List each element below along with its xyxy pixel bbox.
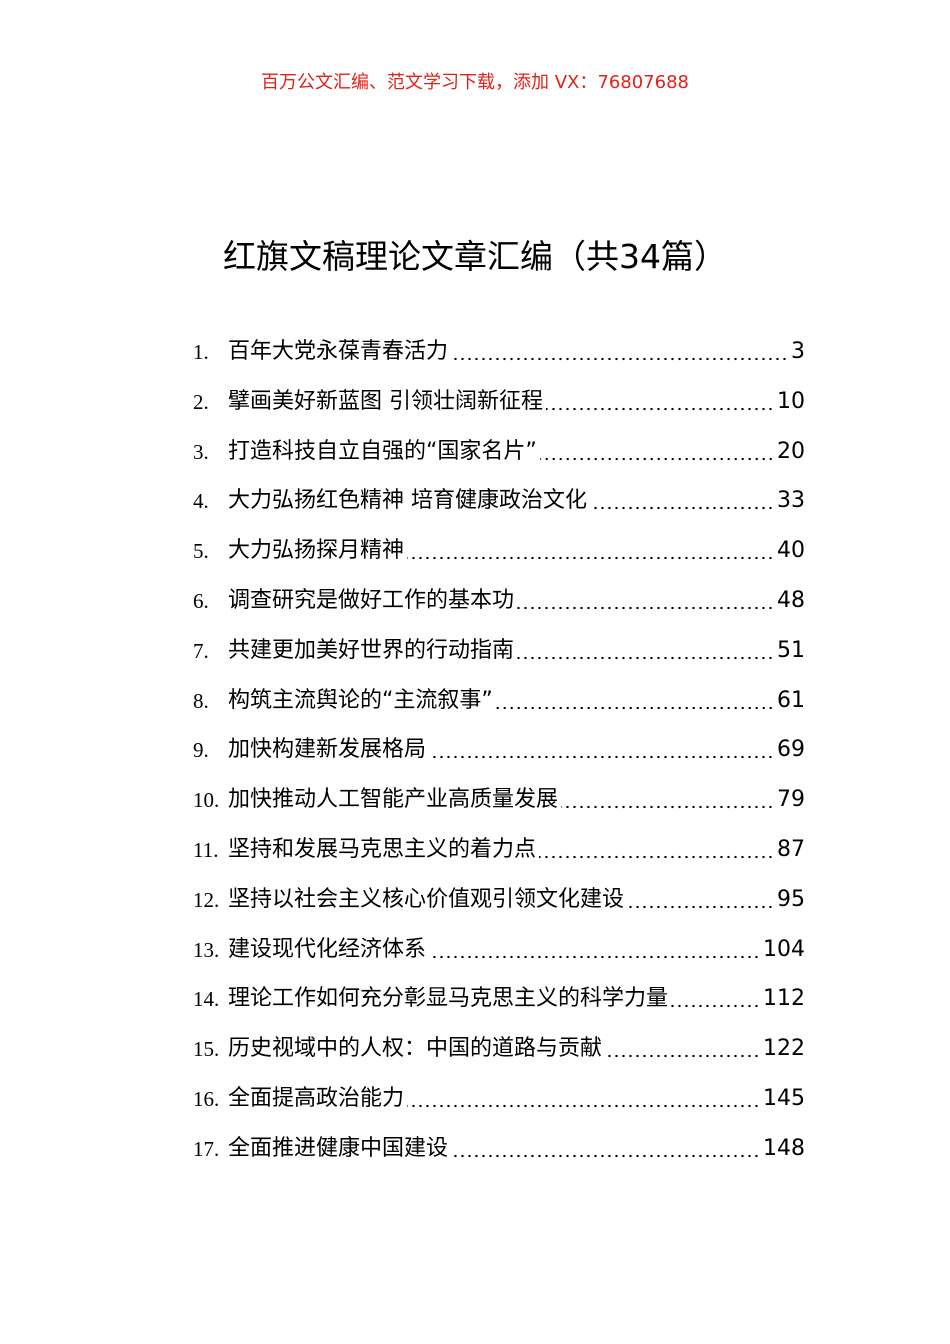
entry-number: 4. (193, 489, 209, 514)
entry-title: 百年大党永葆青春活力 (228, 339, 449, 364)
entry-number: 15. (193, 1037, 220, 1062)
entry-number: 14. (193, 987, 220, 1012)
entry-page: 104 (763, 936, 805, 962)
entry-page: 48 (777, 588, 805, 613)
dot-leader (539, 456, 774, 461)
entry-page: 40 (777, 538, 805, 564)
entry-page: 122 (763, 1036, 805, 1062)
entry-page: 148 (763, 1135, 805, 1161)
dot-leader (590, 506, 774, 511)
entry-page: 79 (777, 787, 805, 813)
dot-leader (561, 805, 774, 810)
toc-entry: 9. 加快构建新发展格局 69 (193, 735, 805, 765)
entry-number: 10. (193, 788, 220, 813)
entry-page: 20 (777, 438, 805, 464)
dot-leader (605, 1054, 760, 1059)
document-title: 红旗文稿理论文章汇编（共34篇） (223, 237, 727, 276)
entry-page: 95 (777, 886, 805, 912)
entry-page: 51 (777, 637, 805, 663)
dot-leader (495, 705, 774, 710)
entry-page: 33 (777, 488, 805, 514)
dot-leader (546, 406, 774, 411)
toc-entry: 10. 加快推动人工智能产业高质量发展 79 (193, 785, 805, 815)
entry-title: 坚持以社会主义核心价值观引领文化建设 (228, 886, 625, 912)
entry-title: 坚持和发展马克思主义的着力点 (228, 837, 537, 862)
entry-page: 87 (777, 837, 805, 862)
toc-entry: 1. 百年大党永葆青春活力 3 (193, 337, 805, 367)
entry-page: 10 (777, 388, 805, 414)
entry-title: 加快构建新发展格局 (228, 737, 427, 763)
entry-page: 145 (763, 1086, 805, 1111)
entry-number: 16. (193, 1087, 220, 1111)
entry-number: 3. (193, 439, 209, 464)
entry-title: 大力弘扬红色精神 培育健康政治文化 (228, 488, 587, 514)
entry-title: 大力弘扬探月精神 (228, 538, 405, 564)
entry-title: 加快推动人工智能产业高质量发展 (228, 787, 559, 813)
toc-entry: 8. 构筑主流舆论的“主流叙事” 61 (193, 686, 805, 716)
toc-entry: 5. 大力弘扬探月精神 40 (193, 536, 805, 566)
dot-leader (407, 556, 774, 561)
toc-entry: 16. 全面提高政治能力 145 (193, 1084, 805, 1114)
dot-leader (407, 1104, 760, 1108)
toc-entry: 3. 打造科技自立自强的“国家名片” 20 (193, 437, 805, 467)
entry-number: 2. (193, 389, 209, 414)
toc-entry: 13. 建设现代化经济体系 104 (193, 935, 805, 965)
entry-title: 理论工作如何充分彰显马克思主义的科学力量 (228, 986, 669, 1012)
entry-number: 8. (193, 688, 209, 713)
toc-entry: 14. 理论工作如何充分彰显马克思主义的科学力量 112 (193, 984, 805, 1014)
entry-number: 13. (193, 937, 220, 962)
dot-leader (539, 855, 774, 859)
entry-number: 9. (193, 738, 209, 763)
entry-number: 5. (193, 539, 209, 564)
dot-leader (517, 606, 774, 610)
entry-number: 6. (193, 589, 209, 613)
toc-entry: 17. 全面推进健康中国建设 148 (193, 1134, 805, 1164)
entry-title: 建设现代化经济体系 (228, 936, 427, 962)
toc-entry: 7. 共建更加美好世界的行动指南 51 (193, 636, 805, 666)
entry-title: 全面提高政治能力 (228, 1086, 405, 1111)
toc-entry: 12. 坚持以社会主义核心价值观引领文化建设 95 (193, 885, 805, 915)
entry-number: 1. (193, 340, 209, 364)
entry-page: 69 (777, 737, 805, 763)
toc-entry: 15. 历史视域中的人权：中国的道路与贡献 122 (193, 1034, 805, 1064)
dot-leader (517, 655, 774, 660)
entry-number: 7. (193, 638, 209, 663)
entry-title: 打造科技自立自强的“国家名片” (228, 438, 537, 464)
entry-title: 全面推进健康中国建设 (228, 1135, 449, 1161)
entry-page: 3 (791, 339, 805, 364)
dot-leader (451, 357, 788, 361)
dot-leader (451, 1153, 760, 1158)
entry-number: 11. (193, 838, 219, 862)
entry-number: 17. (193, 1136, 220, 1161)
entry-page: 112 (763, 986, 805, 1012)
entry-title: 调查研究是做好工作的基本功 (228, 588, 515, 613)
entry-number: 12. (193, 887, 220, 912)
dot-leader (429, 755, 774, 760)
entry-title: 擘画美好新蓝图 引领壮阔新征程 (228, 388, 543, 414)
entry-title: 历史视域中的人权：中国的道路与贡献 (228, 1036, 603, 1062)
dot-leader (429, 954, 760, 959)
toc-entry: 11. 坚持和发展马克思主义的着力点 87 (193, 835, 805, 865)
toc-entry: 6. 调查研究是做好工作的基本功 48 (193, 586, 805, 616)
entry-title: 共建更加美好世界的行动指南 (228, 637, 515, 663)
entry-title: 构筑主流舆论的“主流叙事” (228, 687, 493, 713)
entry-page: 61 (777, 687, 805, 713)
dot-leader (671, 1004, 760, 1009)
toc-entry: 4. 大力弘扬红色精神 培育健康政治文化 33 (193, 486, 805, 516)
header-note: 百万公文汇编、范文学习下载，添加 VX：76807688 (261, 72, 689, 93)
toc-entry: 2. 擘画美好新蓝图 引领壮阔新征程 10 (193, 387, 805, 417)
dot-leader (627, 904, 774, 909)
